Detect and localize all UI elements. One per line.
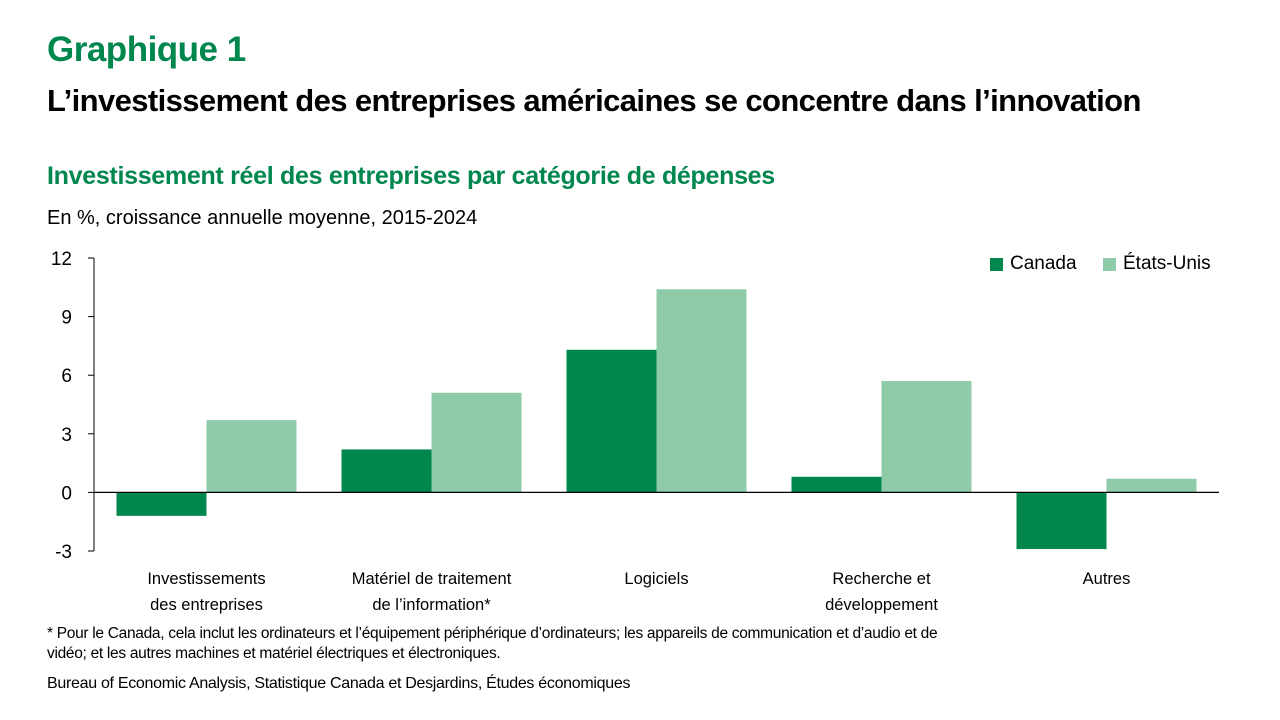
bar-us-1 [431, 392, 522, 493]
x-tick-label: de l’information* [372, 596, 491, 614]
x-tick-label: développement [825, 596, 938, 614]
y-tick-label: 9 [61, 308, 72, 329]
chart-subtitle: Investissement réel des entreprises par … [47, 162, 775, 190]
y-ticks-group: -3 0 3 6 9 12 [51, 249, 94, 563]
bar-us-0 [206, 420, 297, 493]
chart-units: En %, croissance annuelle moyenne, 2015-… [47, 207, 478, 229]
chart-number: Graphique 1 [47, 30, 246, 69]
y-tick-label: 6 [61, 366, 72, 387]
footnote: * Pour le Canada, cela inclut les ordina… [47, 625, 938, 662]
bar-canada-1 [341, 449, 432, 493]
bar-canada-3 [791, 476, 882, 493]
y-tick-label: 3 [61, 425, 72, 446]
legend-label-canada: Canada [1010, 253, 1077, 274]
y-tick-label: -3 [55, 542, 72, 563]
y-tick-label: 0 [61, 483, 72, 504]
bar-canada-2 [566, 349, 657, 493]
bar-us-2 [656, 289, 747, 493]
x-tick-label: Recherche et [832, 570, 931, 588]
bar-us-4 [1106, 478, 1197, 493]
x-tick-label: Matériel de traitement [352, 570, 512, 588]
legend-swatch-us [1103, 257, 1116, 271]
x-labels-group: Investissements des entreprises Matériel d… [147, 570, 1130, 614]
x-tick-label: des entreprises [150, 596, 263, 614]
x-tick-label: Autres [1083, 570, 1131, 588]
legend-us: États-Unis [1103, 253, 1211, 275]
y-tick-label: 12 [51, 249, 72, 270]
bar-canada-0 [116, 492, 207, 516]
axes-group [93, 258, 1219, 551]
chart-title: L’investissement des entreprises américa… [47, 83, 1141, 118]
bar-us-3 [881, 381, 972, 493]
legend-swatch-canada [990, 257, 1003, 271]
legend-label-us: États-Unis [1123, 253, 1211, 274]
x-tick-label: Investissements [147, 570, 265, 588]
legend-canada: Canada [990, 253, 1077, 275]
bar-canada-4 [1016, 492, 1107, 550]
bars-group [116, 289, 1197, 550]
source-note: Bureau of Economic Analysis, Statistique… [47, 675, 631, 692]
x-tick-label: Logiciels [624, 570, 688, 588]
